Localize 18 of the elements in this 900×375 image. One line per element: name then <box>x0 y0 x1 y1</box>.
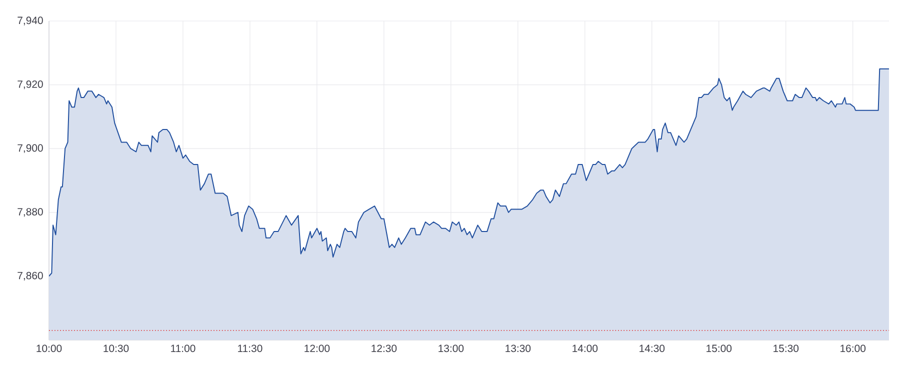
y-tick-label: 7,880 <box>18 208 43 217</box>
x-tick-label: 15:00 <box>706 344 732 352</box>
x-tick-label: 10:00 <box>36 344 62 352</box>
x-tick-label: 11:00 <box>171 344 196 352</box>
x-tick-label: 12:30 <box>372 344 397 352</box>
x-tick-label: 11:30 <box>238 344 262 352</box>
x-tick-label: 15:30 <box>774 344 799 352</box>
x-tick-label: 12:00 <box>304 344 330 352</box>
y-tick-label: 7,900 <box>18 144 43 153</box>
x-tick-label: 13:00 <box>438 344 464 352</box>
x-tick-label: 10:30 <box>104 344 129 352</box>
y-tick-label: 7,940 <box>18 16 43 26</box>
x-tick-label: 14:00 <box>572 344 598 352</box>
y-tick-label: 7,860 <box>18 272 43 281</box>
x-tick-label: 13:30 <box>506 344 531 352</box>
x-tick-label: 16:00 <box>840 344 866 352</box>
x-tick-label: 14:30 <box>640 344 665 352</box>
y-tick-label: 7,920 <box>18 80 43 90</box>
